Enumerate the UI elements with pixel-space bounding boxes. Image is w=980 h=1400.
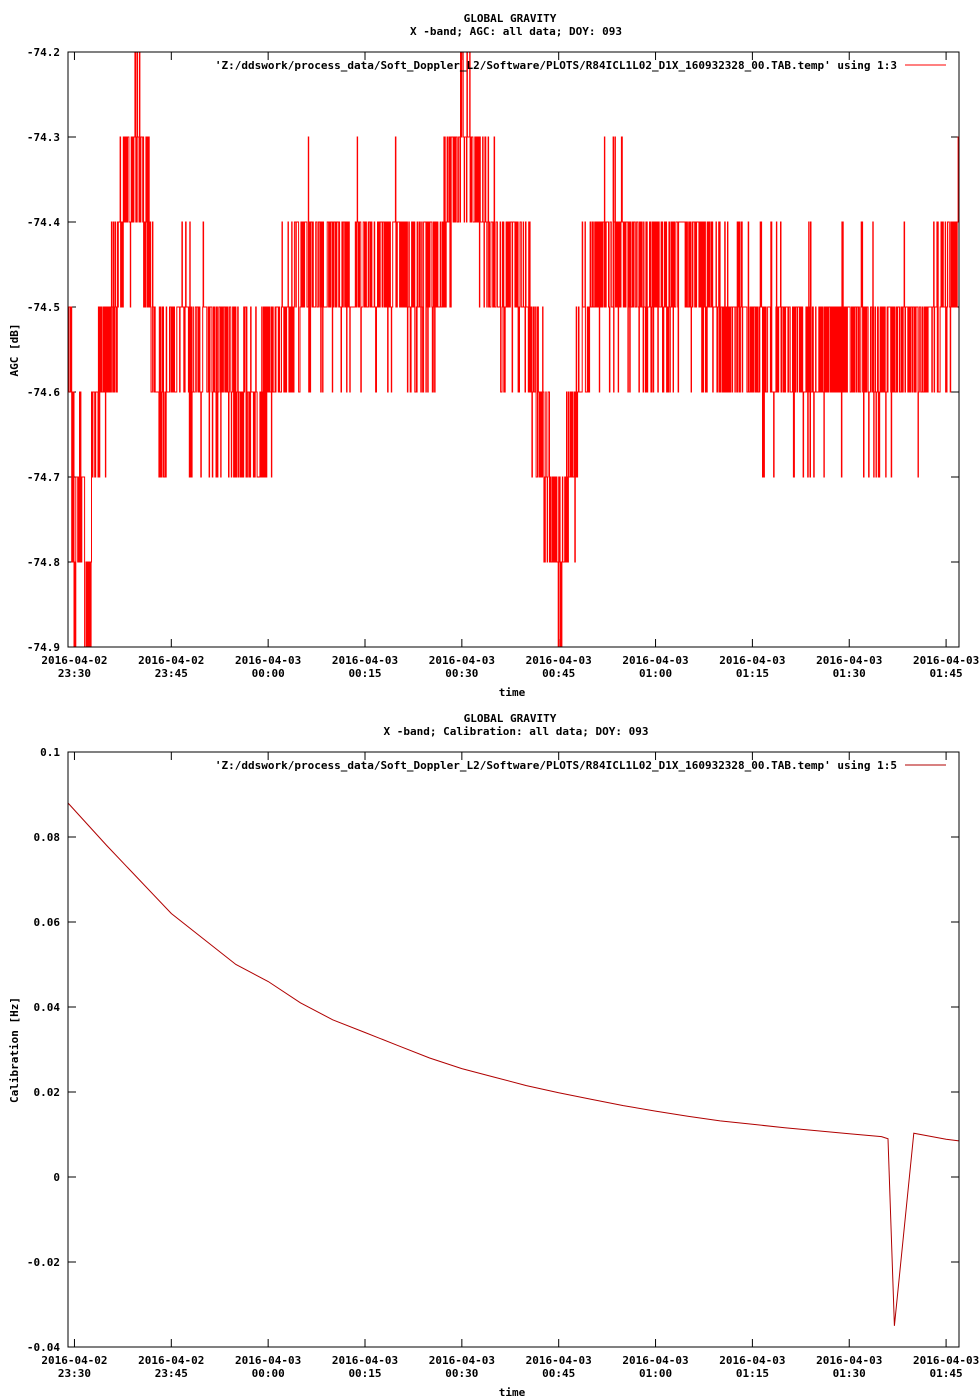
x-tick-label-time: 01:00: [639, 1367, 672, 1380]
series-line: [67, 802, 960, 1326]
x-tick-label-date: 2016-04-03: [719, 654, 785, 667]
x-tick-label-time: 01:15: [736, 667, 769, 680]
x-tick-label-date: 2016-04-03: [719, 1354, 785, 1367]
x-tick-label-time: 01:45: [930, 667, 963, 680]
x-tick-label-time: 00:30: [445, 1367, 478, 1380]
x-tick-label-date: 2016-04-03: [816, 1354, 882, 1367]
x-tick-label-date: 2016-04-03: [235, 1354, 301, 1367]
y-tick-label: -0.02: [27, 1256, 60, 1269]
x-tick-label-date: 2016-04-03: [526, 654, 592, 667]
x-tick-label-date: 2016-04-03: [429, 1354, 495, 1367]
legend-entry-label: 'Z:/ddswork/process_data/Soft_Doppler_L2…: [215, 59, 897, 72]
x-tick-label-time: 01:30: [833, 667, 866, 680]
data-series: [68, 51, 959, 648]
chart-title: GLOBAL GRAVITY: [464, 712, 557, 725]
x-tick-label-time: 23:30: [58, 667, 91, 680]
x-tick-label-date: 2016-04-03: [332, 1354, 398, 1367]
x-tick-label-time: 23:45: [155, 1367, 188, 1380]
series-line: [68, 51, 959, 648]
y-tick-label: 0.1: [40, 746, 60, 759]
x-axis-label: time: [499, 1386, 526, 1399]
y-tick-label: 0.06: [34, 916, 61, 929]
x-tick-labels: 2016-04-0223:302016-04-0223:452016-04-03…: [41, 1354, 979, 1380]
x-tick-label-date: 2016-04-03: [913, 654, 979, 667]
x-tick-label-time: 00:15: [348, 1367, 381, 1380]
chart-title: GLOBAL GRAVITY: [464, 12, 557, 25]
x-tick-labels: 2016-04-0223:302016-04-0223:452016-04-03…: [41, 654, 979, 680]
x-tick-label-date: 2016-04-03: [816, 654, 882, 667]
y-tick-label: -0.04: [27, 1341, 60, 1354]
plot-frame: [67, 751, 960, 1348]
x-tick-label-time: 00:45: [542, 667, 575, 680]
x-tick-label-date: 2016-04-02: [41, 1354, 107, 1367]
x-tick-label-date: 2016-04-02: [138, 1354, 204, 1367]
x-tick-label-time: 23:30: [58, 1367, 91, 1380]
legend: 'Z:/ddswork/process_data/Soft_Doppler_L2…: [215, 59, 946, 72]
x-tick-label-date: 2016-04-03: [622, 654, 688, 667]
x-tick-label-time: 01:30: [833, 1367, 866, 1380]
y-tick-label: -74.8: [27, 556, 60, 569]
x-tick-label-date: 2016-04-03: [429, 654, 495, 667]
y-tick-label: -74.9: [27, 641, 60, 654]
y-tick-label: -74.5: [27, 301, 60, 314]
legend: 'Z:/ddswork/process_data/Soft_Doppler_L2…: [215, 759, 946, 772]
plot-frame: [67, 51, 960, 648]
y-tick-label: 0.08: [34, 831, 61, 844]
chart-subtitle: X -band; AGC: all data; DOY: 093: [410, 25, 622, 38]
x-tick-label-time: 00:45: [542, 1367, 575, 1380]
x-tick-label-date: 2016-04-03: [235, 654, 301, 667]
x-tick-label-time: 00:00: [252, 667, 285, 680]
x-tick-label-time: 00:30: [445, 667, 478, 680]
x-tick-label-date: 2016-04-03: [526, 1354, 592, 1367]
x-tick-label-time: 01:00: [639, 667, 672, 680]
y-tick-label: -74.6: [27, 386, 60, 399]
chart-subtitle: X -band; Calibration: all data; DOY: 093: [384, 725, 649, 738]
x-tick-label-time: 23:45: [155, 667, 188, 680]
agc-chart: GLOBAL GRAVITY X -band; AGC: all data; D…: [8, 12, 979, 699]
y-tick-label: -74.2: [27, 46, 60, 59]
y-tick-label: -74.3: [27, 131, 60, 144]
y-tick-label: -74.4: [27, 216, 60, 229]
x-tick-label-time: 01:15: [736, 1367, 769, 1380]
x-axis-label: time: [499, 686, 526, 699]
data-series: [67, 802, 960, 1326]
axis-ticks: [68, 751, 959, 1348]
y-axis-label: Calibration [Hz]: [8, 997, 21, 1103]
y-axis-label: AGC [dB]: [8, 324, 21, 377]
x-tick-label-date: 2016-04-03: [913, 1354, 979, 1367]
x-tick-label-date: 2016-04-02: [41, 654, 107, 667]
x-tick-label-time: 00:15: [348, 667, 381, 680]
x-tick-label-date: 2016-04-03: [332, 654, 398, 667]
y-tick-label: -74.7: [27, 471, 60, 484]
calibration-chart: GLOBAL GRAVITY X -band; Calibration: all…: [8, 712, 979, 1399]
x-tick-label-date: 2016-04-02: [138, 654, 204, 667]
y-tick-labels: 0.1 0.08 0.06 0.04 0.02 0 -0.02 -0.04: [27, 746, 60, 1354]
x-tick-label-time: 00:00: [252, 1367, 285, 1380]
x-tick-label-date: 2016-04-03: [622, 1354, 688, 1367]
x-tick-label-time: 01:45: [930, 1367, 963, 1380]
y-tick-label: 0.02: [34, 1086, 61, 1099]
y-tick-label: 0: [53, 1171, 60, 1184]
y-tick-label: 0.04: [34, 1001, 61, 1014]
y-tick-labels: -74.2 -74.3 -74.4 -74.5 -74.6 -74.7 -74.8 -74.9: [27, 46, 60, 654]
legend-entry-label: 'Z:/ddswork/process_data/Soft_Doppler_L2…: [215, 759, 897, 772]
